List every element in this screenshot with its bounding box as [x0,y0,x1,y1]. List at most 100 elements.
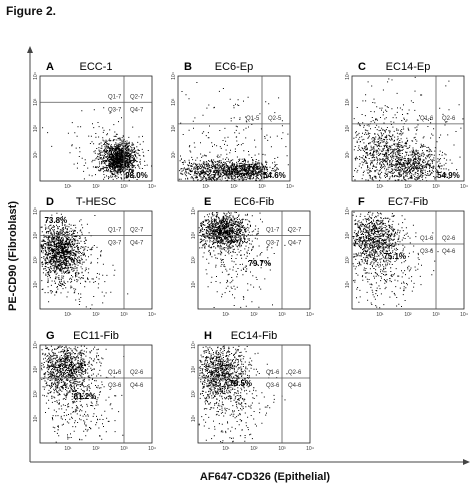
y-tick-label: 10² [33,390,39,398]
y-tick-label: 10² [171,125,177,133]
quadrant-label: Q4-7 [130,241,144,247]
y-tick-label: 10² [33,256,39,264]
quadrant-label: Q1-6 [420,236,434,242]
x-tick-label: 10¹ [376,184,384,190]
panel-letter: G [46,330,55,342]
x-tick-label: 10¹ [64,312,72,318]
y-tick-label: 10² [33,125,39,133]
y-tick-label: 10² [191,256,197,264]
x-tick-label: 10¹ [64,184,72,190]
percentage-label: 54.9% [437,171,460,180]
x-axis-arrow [463,459,470,465]
scatter-dots [198,345,288,443]
x-tick-label: 10³ [432,312,440,318]
quadrant-label: Q3-6 [108,383,122,389]
plot-frame [351,75,465,182]
x-tick-label: 10¹ [222,446,230,452]
quadrant-label: Q2-5 [268,116,282,122]
quadrant-label: Q3-7 [266,241,280,247]
x-tick-label: 10¹ [64,446,72,452]
quadrant-label: Q3-7 [108,107,122,113]
y-tick-label: 10⁴ [33,72,39,80]
y-tick-label: 10¹ [33,415,39,423]
plot-frame [39,75,153,182]
y-tick-label: 10¹ [33,151,39,159]
x-tick-label: 10² [92,184,100,190]
panel-e: E EC6-Fib 10¹ 10¹ 10² 10² 10³ 10³ 10⁴ 10⁴ Q1-7 Q2-7… [191,196,314,318]
percentage-label: 75.1% [383,252,406,261]
plot-frame [177,75,291,182]
y-tick-label: 10⁴ [191,207,197,215]
percentage-label: 73.8% [44,216,67,225]
x-tick-label: 10⁴ [460,312,468,318]
y-tick-label: 10² [345,125,351,133]
y-tick-label: 10³ [171,98,177,106]
quadrant-label: Q2-7 [288,228,302,234]
panel-c: C EC14-Ep 10¹ 10¹ 10² 10² 10³ 10³ 10⁴ 10⁴ Q1-6 Q2-6… [345,61,468,190]
x-tick-label: 10² [250,446,258,452]
x-tick-label: 10⁴ [460,184,468,190]
x-tick-label: 10³ [120,312,128,318]
quadrant-label: Q4-6 [130,383,144,389]
scatter-points [352,76,464,182]
x-tick-label: 10² [404,184,412,190]
y-tick-label: 10³ [191,232,197,240]
quadrant-label: Q1-5 [246,116,260,122]
quadrant-label: Q2-7 [130,94,144,100]
quadrant-label: Q2-6 [442,116,456,122]
panel-g: G EC11-Fib 10¹ 10¹ 10² 10² 10³ 10³ 10⁴ 10⁴ Q1-6 Q2-… [33,330,156,452]
quadrant-label: Q3-6 [420,249,434,255]
scatter-points [178,82,289,182]
x-tick-label: 10⁴ [306,446,314,452]
percentage-label: 54.6% [263,171,286,180]
panel-title: EC6-Fib [234,196,274,208]
panel-title: ECC-1 [79,61,112,73]
y-tick-label: 10¹ [345,281,351,289]
x-tick-label: 10⁴ [286,184,294,190]
x-tick-label: 10³ [278,312,286,318]
y-tick-label: 10¹ [345,151,351,159]
y-tick-label: 10⁴ [345,207,351,215]
quadrant-label: Q1-7 [108,228,122,234]
x-tick-label: 10³ [120,446,128,452]
scatter-dots [41,345,125,443]
scatter-dots [40,212,129,310]
quadrant-label: Q2-6 [288,370,302,376]
y-tick-label: 10³ [345,98,351,106]
panel-h: H EC14-Fib 10¹ 10¹ 10² 10² 10³ 10³ 10⁴ 10⁴ Q1-6 Q2-… [191,330,314,452]
panel-letter: B [184,61,192,73]
quadrant-label: Q2-6 [130,370,144,376]
percentage-label: 79.5% [229,379,252,388]
panel-letter: C [358,61,366,73]
panel-title: EC11-Fib [73,330,119,342]
panel-letter: E [204,196,211,208]
panel-letter: F [358,196,365,208]
plot-frame [351,210,465,310]
y-tick-label: 10⁴ [191,341,197,349]
y-tick-label: 10³ [33,232,39,240]
scatter-points [42,107,152,181]
x-tick-label: 10³ [278,446,286,452]
scatter-dots [178,82,289,182]
x-tick-label: 10² [404,312,412,318]
scatter-points [198,211,289,308]
x-tick-label: 10³ [258,184,266,190]
percentage-label: 81.2% [74,392,97,401]
quadrant-label: Q1-6 [266,370,280,376]
x-tick-label: 10² [92,446,100,452]
x-tick-label: 10¹ [376,312,384,318]
panel-title: EC14-Fib [231,330,277,342]
y-tick-label: 10⁴ [33,207,39,215]
y-tick-label: 10¹ [171,151,177,159]
y-tick-label: 10¹ [33,281,39,289]
panel-title: EC7-Fib [388,196,428,208]
y-tick-label: 10³ [33,98,39,106]
figure-title: Figure 2. [6,4,57,18]
plot-frame [197,344,311,444]
quadrant-label: Q3-6 [266,383,280,389]
y-tick-label: 10⁴ [345,72,351,80]
quadrant-label: Q3-7 [108,241,122,247]
panel-b: B EC6-Ep 10¹ 10¹ 10² 10² 10³ 10³ 10⁴ 10⁴ Q1-5 Q2-5 5… [171,61,294,190]
quadrant-label: Q1-6 [420,116,434,122]
